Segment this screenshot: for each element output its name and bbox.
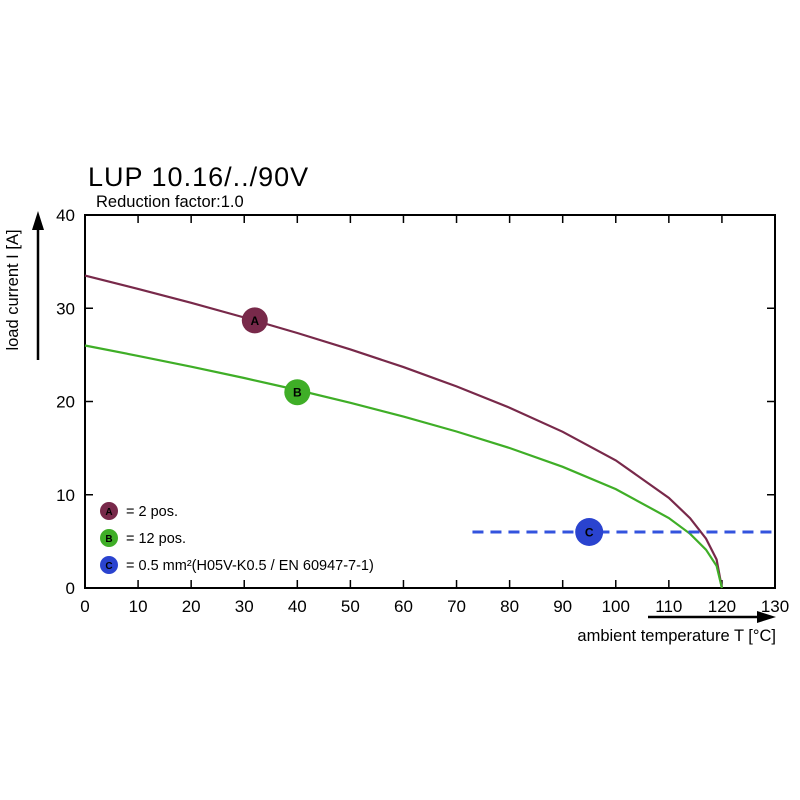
y-tick-label: 0 [66,579,75,598]
y-tick-label: 10 [56,486,75,505]
x-tick-label: 130 [761,597,789,616]
y-axis-label: load current I [A] [4,229,22,350]
x-tick-label: 70 [447,597,466,616]
legend-letter-b: B [105,534,112,545]
x-tick-label: 30 [235,597,254,616]
x-tick-label: 90 [553,597,572,616]
x-tick-label: 60 [394,597,413,616]
x-tick-label: 80 [500,597,519,616]
legend-marker-c [100,556,118,574]
legend-item-a: A = 2 pos. [100,502,178,520]
x-axis-label-group: ambient temperature T [°C] [577,611,776,645]
legend-label-c: = 0.5 mm²(H05V-K0.5 / EN 60947-7-1) [126,558,374,574]
y-tick-label: 30 [56,299,75,318]
legend-letter-a: A [105,507,112,518]
x-tick-label: 40 [288,597,307,616]
y-axis-label-group: load current I [A] [4,211,44,360]
marker-B [284,379,311,406]
curve-B [84,344,723,589]
x-tick-label: 10 [129,597,148,616]
legend-label-a: = 2 pos. [126,504,178,520]
chart-title: LUP 10.16/../90V [88,162,309,192]
marker-A [241,307,268,334]
x-tick-label: 20 [182,597,201,616]
marker-letter-A: A [250,314,259,328]
legend-item-c: C = 0.5 mm²(H05V-K0.5 / EN 60947-7-1) [100,556,374,574]
x-tick-label: 50 [341,597,360,616]
chart-subtitle: Reduction factor:1.0 [96,193,244,211]
x-axis-arrowhead [757,611,776,623]
x-tick-label: 100 [602,597,630,616]
x-axis-label: ambient temperature T [°C] [577,627,776,645]
y-tick-label: 20 [56,393,75,412]
x-tick-label: 120 [708,597,736,616]
x-tick-label: 0 [80,597,89,616]
legend: A = 2 pos. B = 12 pos. C = 0.5 mm²(H05V-… [100,502,374,574]
x-tick-label: 110 [655,597,682,616]
legend-letter-c: C [105,561,112,572]
legend-marker-a [100,502,118,520]
legend-marker-b [100,529,118,547]
legend-label-b: = 12 pos. [126,531,186,547]
legend-item-b: B = 12 pos. [100,529,186,547]
marker-C [575,518,604,546]
y-tick-label: 40 [56,206,75,225]
marker-letter-B: B [293,386,302,400]
curve-A [84,274,723,589]
y-axis-arrowhead [32,211,44,230]
plot-area: 0 10 20 30 40 50 60 70 80 90 100 110 120 130 0 10 20 30 40… [56,206,789,616]
marker-letter-C: C [585,526,594,540]
